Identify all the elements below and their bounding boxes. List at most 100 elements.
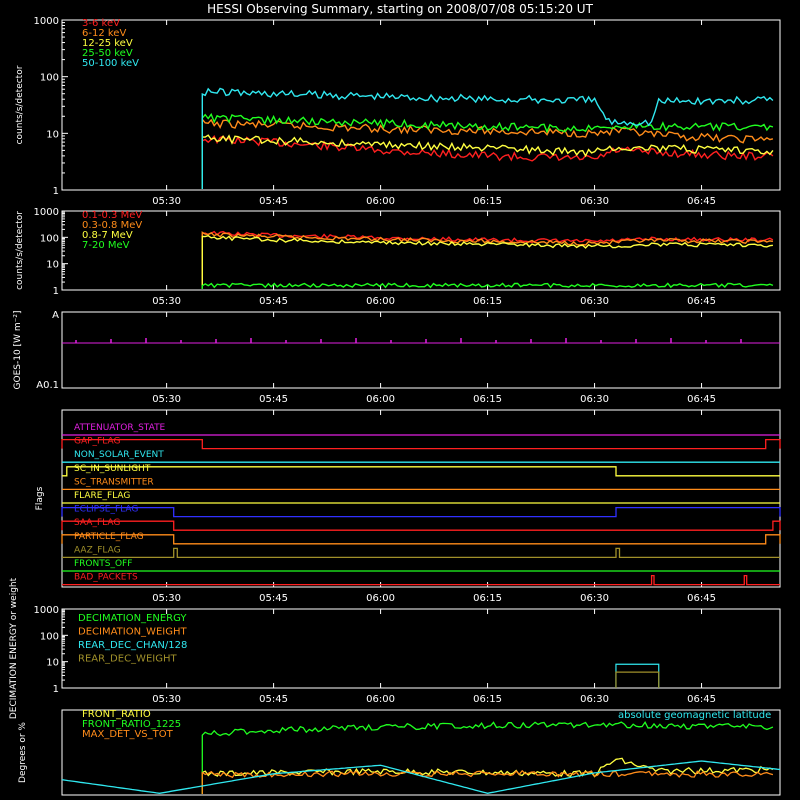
legend-entry: 6-12 keV xyxy=(82,28,126,39)
flag-line-eclipse-flag xyxy=(61,506,781,518)
y-axis-label: counts/s/detector xyxy=(15,211,25,290)
x-tick-label: 06:15 xyxy=(473,394,502,405)
high-energy-panel: 1 10 100 1000 05:30 05:45 06:00 06:15 06:30 06:45… xyxy=(15,207,781,307)
x-tick-label: 05:30 xyxy=(152,593,181,604)
y-tick-label: 1 xyxy=(53,186,59,197)
x-tick-label: 05:45 xyxy=(259,694,288,705)
legend-entry: REAR_DEC_CHAN/128 xyxy=(78,640,187,651)
x-tick-label: 05:45 xyxy=(259,296,288,307)
count-rates-panel: 1 10 100 1000 05:30 05:45 06:00 06:15 06:30 06:45… xyxy=(15,16,781,207)
flag-line-gap-flag xyxy=(61,438,781,450)
flag-label: AAZ_FLAG xyxy=(74,545,121,555)
x-tick-label: 05:30 xyxy=(152,296,181,307)
decimation-panel: 1 10 100 1000 05:30 05:45 06:00 06:15 06:30 06:45… xyxy=(9,577,781,719)
y-tick-label: 1 xyxy=(53,684,59,695)
flag-line-saa-flag xyxy=(61,520,781,531)
legend-entry: 25-50 keV xyxy=(82,48,133,59)
count-rates-frame xyxy=(61,19,781,191)
y-axis-label: Degrees or % xyxy=(18,722,28,783)
ratios-panel: Degrees or % FRONT_RATIOFRONT_RATIO_1225M… xyxy=(18,709,781,796)
series-line-absolute-geomagnetic-latitude xyxy=(61,760,781,794)
x-tick-label: 06:15 xyxy=(473,694,502,705)
x-tick-label: 06:00 xyxy=(366,593,395,604)
x-tick-label: 06:15 xyxy=(473,296,502,307)
y-axis-label: counts/s/detector xyxy=(15,65,25,144)
legend-entry: 0.3-0.8 MeV xyxy=(82,220,142,231)
legend-entry: DECIMATION_ENERGY xyxy=(78,613,187,624)
legend-entry: 12-25 keV xyxy=(82,38,133,49)
flag-label: BAD_PACKETS xyxy=(74,573,138,583)
x-tick-label: 06:45 xyxy=(687,593,716,604)
x-tick-label: 06:45 xyxy=(687,394,716,405)
legend-entry: 3-6 keV xyxy=(82,18,120,29)
flag-line-aaz-flag xyxy=(62,547,780,559)
x-tick-label: 06:00 xyxy=(366,196,395,207)
y-tick-label: A0.1 xyxy=(36,380,59,391)
series-line-7-20-mev xyxy=(201,282,774,289)
y-tick-label: 1000 xyxy=(34,605,59,616)
x-tick-label: 06:15 xyxy=(473,593,502,604)
y-axis-label: DECIMATION ENERGY or weight xyxy=(9,577,19,719)
x-tick-label: 05:45 xyxy=(259,196,288,207)
high-energy-frame xyxy=(61,210,781,291)
series-line-12-25-kev xyxy=(201,134,774,189)
legend-entry: REAR_DEC_WEIGHT xyxy=(78,654,177,665)
legend-entry: FRONT_RATIO_1225 xyxy=(82,719,181,730)
flags-frame xyxy=(61,409,781,588)
flag-label: SC_IN_SUNLIGHT xyxy=(74,464,151,474)
flag-label: SAA_FLAG xyxy=(74,518,120,528)
goes-panel: 05:30 05:45 06:00 06:15 06:30 06:45 A A0.1 GOES-… xyxy=(13,310,781,405)
x-tick-label: 05:30 xyxy=(152,394,181,405)
x-tick-label: 06:30 xyxy=(580,694,609,705)
x-tick-label: 06:00 xyxy=(366,394,395,405)
legend-entry: DECIMATION_WEIGHT xyxy=(78,627,187,638)
series-line-front-ratio-1225 xyxy=(201,721,774,794)
series-line-0-8-7-mev xyxy=(201,234,773,289)
x-tick-label: 05:45 xyxy=(259,394,288,405)
flags-panel: 05:30 05:45 06:00 06:15 06:30 06:45 Flags ATTEN… xyxy=(35,409,781,604)
y-tick-label: 10 xyxy=(46,129,59,140)
flag-label: PARTICLE_FLAG xyxy=(74,532,144,542)
y-axis-label: Flags xyxy=(35,486,45,510)
legend-entry: MAX_DET_VS_TOT xyxy=(82,729,174,740)
x-tick-label: 05:45 xyxy=(259,593,288,604)
y-tick-label: 1000 xyxy=(34,16,59,27)
x-tick-label: 06:15 xyxy=(473,196,502,207)
series-line-0-1-0-3-mev xyxy=(201,230,774,289)
series-line-max-det-vs-tot xyxy=(201,769,774,794)
flag-line-particle-flag xyxy=(61,534,781,545)
flag-line-sc-in-sunlight xyxy=(62,466,780,477)
x-tick-label: 06:45 xyxy=(687,196,716,207)
flag-label: SC_TRANSMITTER xyxy=(74,477,154,487)
y-tick-label: A xyxy=(52,310,59,321)
x-tick-label: 06:30 xyxy=(580,296,609,307)
series-line-25-50-kev xyxy=(201,112,774,189)
flag-line-bad-packets xyxy=(62,574,780,586)
y-tick-label: 1000 xyxy=(34,207,59,218)
decimation-frame xyxy=(61,608,781,689)
flag-label: NON_SOLAR_EVENT xyxy=(74,450,164,460)
series-line-rear-dec-weight xyxy=(615,671,660,688)
x-tick-label: 05:30 xyxy=(152,196,181,207)
flag-label: GAP_FLAG xyxy=(74,437,120,447)
x-tick-label: 06:00 xyxy=(366,694,395,705)
flag-label: ATTENUATOR_STATE xyxy=(74,423,166,433)
annotation-geomagnetic-latitude: absolute geomagnetic latitude xyxy=(618,710,771,721)
y-axis-label: GOES-10 [W m⁻²] xyxy=(13,311,23,390)
x-tick-label: 06:30 xyxy=(580,593,609,604)
legend-entry: 0.1-0.3 MeV xyxy=(82,210,142,221)
legend-entry: 0.8-7 MeV xyxy=(82,230,133,241)
legend-entry: 7-20 MeV xyxy=(82,240,130,251)
y-tick-label: 100 xyxy=(40,73,59,84)
flag-label: FLARE_FLAG xyxy=(74,491,130,501)
ratios-frame xyxy=(61,709,781,796)
x-tick-label: 06:45 xyxy=(687,694,716,705)
series-line-3-6-kev xyxy=(201,135,774,189)
legend-entry: FRONT_RATIO xyxy=(82,709,151,720)
goes-frame xyxy=(61,311,781,389)
flag-label: FRONTS_OFF xyxy=(74,559,132,569)
series-line-50-100-kev xyxy=(201,87,774,189)
y-tick-label: 100 xyxy=(40,631,59,642)
